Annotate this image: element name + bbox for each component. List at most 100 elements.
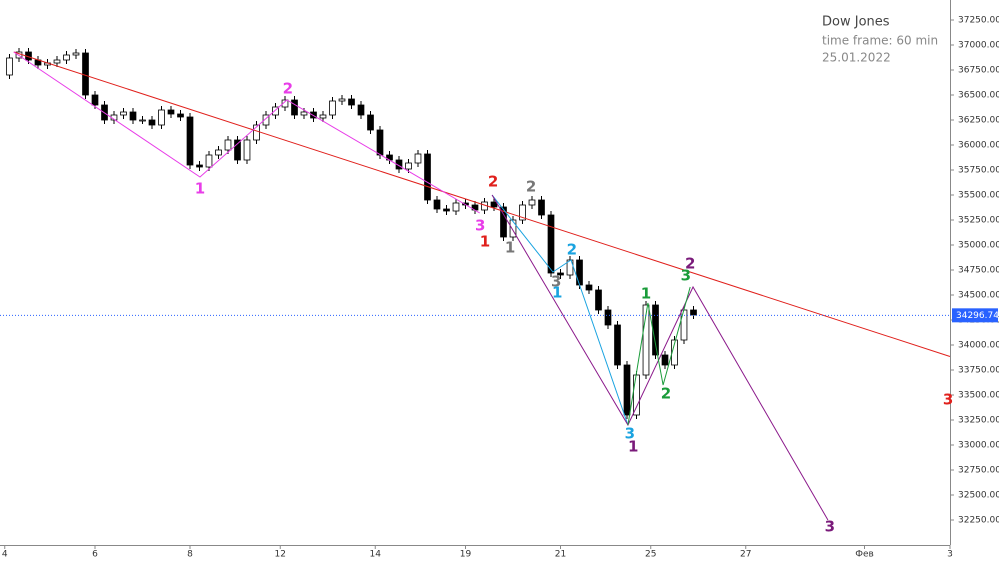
candle-body (490, 201, 498, 208)
y-tick-label: 36250.00 (958, 116, 999, 126)
candle-body (566, 259, 574, 276)
candle-body (376, 129, 384, 156)
wave-label: 2 (567, 241, 577, 259)
wave-label: 2 (283, 80, 293, 98)
candle-body (82, 52, 89, 96)
y-tick-label: 36000.00 (958, 141, 999, 151)
candle-body (528, 199, 536, 206)
wave-label: 1 (480, 233, 490, 251)
wave-label: 3 (943, 391, 953, 409)
wave-label: 3 (681, 267, 691, 285)
wave-label: 2 (526, 178, 536, 196)
price-label: 34296.74 (956, 311, 999, 321)
candle-body (319, 114, 327, 119)
candle-body (262, 114, 270, 126)
wave-label: 2 (661, 385, 671, 403)
candle-body (224, 139, 232, 151)
candle-body (243, 139, 251, 161)
candle-body (433, 199, 441, 210)
candle-body (205, 154, 213, 168)
y-tick-label: 35250.00 (958, 216, 999, 226)
wave-label: 3 (625, 425, 635, 443)
y-tick-label: 36750.00 (958, 66, 999, 76)
x-tick-label: 6 (92, 550, 98, 560)
candle-body (519, 204, 526, 221)
x-tick-label: 19 (460, 550, 472, 560)
wave-label: 2 (685, 255, 695, 273)
candle-body (167, 109, 175, 115)
candle-body (253, 124, 260, 141)
candle-body (680, 309, 688, 341)
y-tick-label: 35750.00 (958, 166, 999, 176)
x-tick-label: 4 (2, 550, 8, 560)
candle-body (196, 164, 203, 168)
candle-body (234, 139, 241, 161)
wave-label: 1 (641, 285, 651, 303)
candle-body (405, 162, 412, 170)
wave-label: 2 (488, 173, 498, 191)
wave-line (491, 194, 629, 426)
wave-line (13, 51, 481, 214)
candle-body (291, 99, 298, 116)
y-tick-label: 32750.00 (958, 466, 999, 476)
candle-body (452, 202, 460, 212)
y-tick-label: 34000.00 (958, 341, 999, 351)
wave-line (627, 286, 691, 426)
x-tick-label: 3 (947, 550, 953, 560)
y-tick-label: 35000.00 (958, 241, 999, 251)
x-tick-label: 27 (740, 550, 751, 560)
candle-body (623, 364, 631, 416)
candle-body (63, 54, 70, 61)
y-tick-label: 34750.00 (958, 266, 999, 276)
candle-body (177, 113, 184, 118)
candle-body (595, 289, 602, 311)
x-tick-label: 25 (645, 550, 656, 560)
candle-body (671, 339, 678, 366)
candle-body (300, 111, 308, 116)
y-tick-label: 37000.00 (958, 41, 999, 51)
x-tick-label: 8 (187, 550, 193, 560)
candle-body (414, 153, 422, 164)
candle-body (500, 206, 507, 238)
candle-body (576, 259, 583, 286)
candle-body (585, 284, 593, 291)
wave-label: 3 (825, 518, 835, 536)
wave-label: 1 (628, 438, 638, 456)
candle-body (604, 309, 612, 326)
candle-body (129, 111, 137, 121)
candle-body (357, 104, 365, 116)
candle-body (690, 309, 697, 316)
y-tick-label: 32500.00 (958, 491, 999, 501)
x-tick-label: 14 (370, 550, 382, 560)
chart-title: Dow Jones (822, 15, 890, 30)
candle-body (338, 98, 346, 102)
wave-label: 3 (551, 273, 561, 291)
y-tick-label: 37250.00 (958, 16, 999, 26)
x-tick-label: Фев (855, 550, 874, 560)
x-tick-label: 12 (275, 550, 286, 560)
candle-body (186, 116, 194, 166)
candle-body (6, 57, 13, 76)
y-tick-label: 32250.00 (958, 516, 999, 526)
candle-body (329, 100, 336, 116)
candle-body (642, 304, 650, 376)
candle-body (53, 59, 61, 64)
candle-body (509, 219, 517, 238)
candle-body (91, 94, 99, 106)
candle-body (547, 214, 555, 274)
candle-body (557, 272, 564, 276)
y-tick-label: 33000.00 (958, 441, 999, 451)
candle-body (424, 153, 431, 201)
wave-line (491, 194, 829, 521)
candle-body (367, 114, 374, 131)
candle-body (538, 199, 545, 216)
candle-body (148, 119, 156, 126)
chart-subtitle: time frame: 60 min (822, 34, 938, 48)
candle-body (72, 52, 80, 56)
wave-label: 1 (552, 284, 562, 302)
candle-body (652, 304, 659, 356)
wave-line (13, 51, 951, 357)
candle-body (139, 119, 146, 122)
